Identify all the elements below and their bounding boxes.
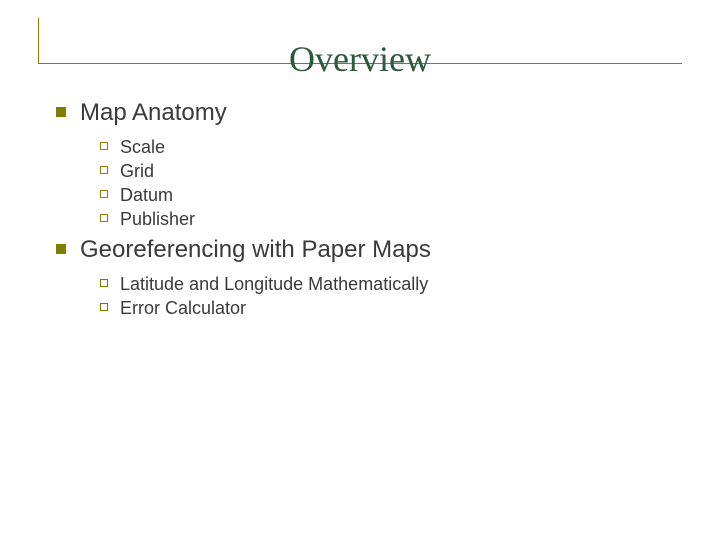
level2-text: Datum: [120, 185, 173, 206]
bullet-level2: Error Calculator: [100, 298, 680, 319]
level2-text: Latitude and Longitude Mathematically: [120, 274, 428, 295]
bullet-level2: Grid: [100, 161, 680, 182]
level2-text: Error Calculator: [120, 298, 246, 319]
hollow-square-bullet-icon: [100, 190, 108, 198]
bullet-level2: Datum: [100, 185, 680, 206]
bullet-level1: Map Anatomy: [56, 99, 680, 127]
hollow-square-bullet-icon: [100, 166, 108, 174]
hollow-square-bullet-icon: [100, 303, 108, 311]
level2-group: Scale Grid Datum Publisher: [100, 137, 680, 230]
hollow-square-bullet-icon: [100, 142, 108, 150]
bullet-level1: Georeferencing with Paper Maps: [56, 236, 680, 264]
level2-text: Scale: [120, 137, 165, 158]
level1-text: Map Anatomy: [80, 99, 227, 127]
hollow-square-bullet-icon: [100, 279, 108, 287]
slide-title: Overview: [38, 38, 682, 80]
hollow-square-bullet-icon: [100, 214, 108, 222]
level1-text: Georeferencing with Paper Maps: [80, 236, 431, 264]
bullet-level2: Publisher: [100, 209, 680, 230]
bullet-level2: Scale: [100, 137, 680, 158]
level2-text: Publisher: [120, 209, 195, 230]
level2-group: Latitude and Longitude Mathematically Er…: [100, 274, 680, 319]
slide: Overview Map Anatomy Scale Grid Datum Pu…: [0, 0, 720, 540]
square-bullet-icon: [56, 244, 66, 254]
bullet-level2: Latitude and Longitude Mathematically: [100, 274, 680, 295]
square-bullet-icon: [56, 107, 66, 117]
content-area: Map Anatomy Scale Grid Datum Publisher G…: [56, 95, 680, 325]
level2-text: Grid: [120, 161, 154, 182]
title-area: Overview: [38, 18, 682, 76]
